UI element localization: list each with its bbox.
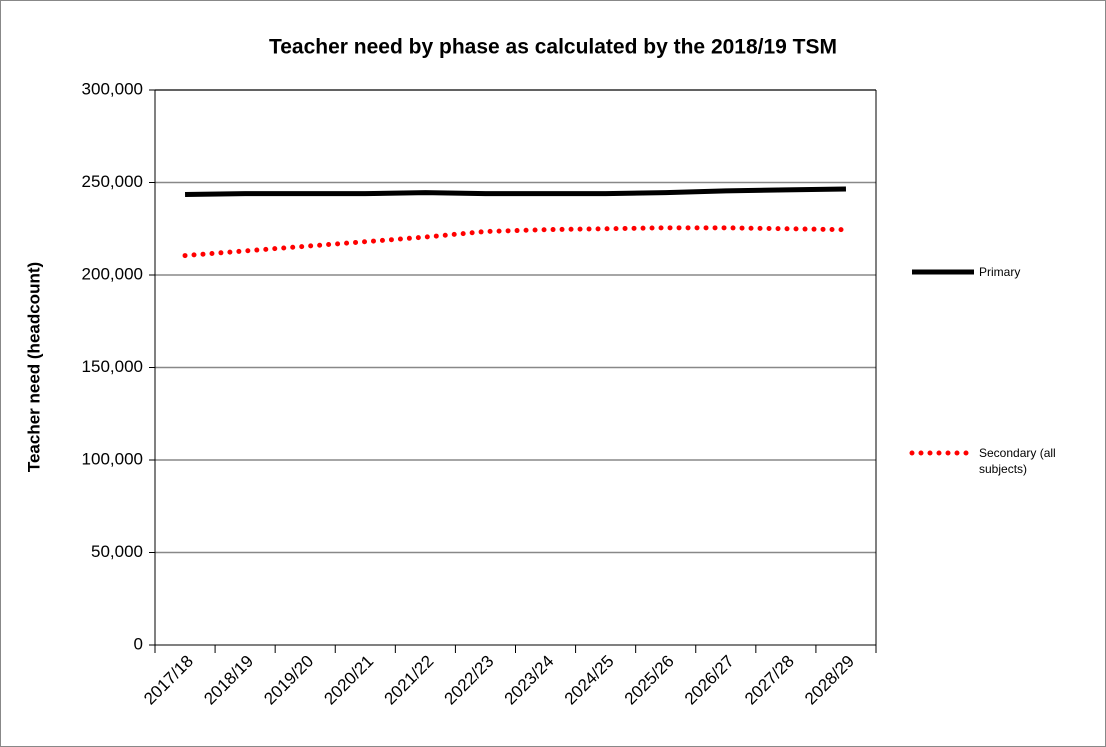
- y-axis-title: Teacher need (headcount): [24, 262, 43, 472]
- chart-title: Teacher need by phase as calculated by t…: [269, 36, 837, 59]
- legend-item: Primary: [979, 265, 1021, 279]
- y-tick-label: 100,000: [82, 449, 143, 468]
- y-tick-label: 300,000: [82, 79, 143, 98]
- series-line: [182, 225, 849, 259]
- y-tick-label: 250,000: [82, 172, 143, 191]
- y-tick-label: 200,000: [82, 264, 143, 283]
- legend-item: Secondary (all subjects): [979, 446, 1056, 476]
- y-tick-label: 150,000: [82, 357, 143, 376]
- legend-label: Secondary (all subjects): [979, 446, 1056, 476]
- series-line: [185, 186, 846, 198]
- y-tick-label: 0: [134, 634, 143, 653]
- y-tick-label: 50,000: [91, 542, 143, 561]
- legend-label: Primary: [979, 265, 1021, 279]
